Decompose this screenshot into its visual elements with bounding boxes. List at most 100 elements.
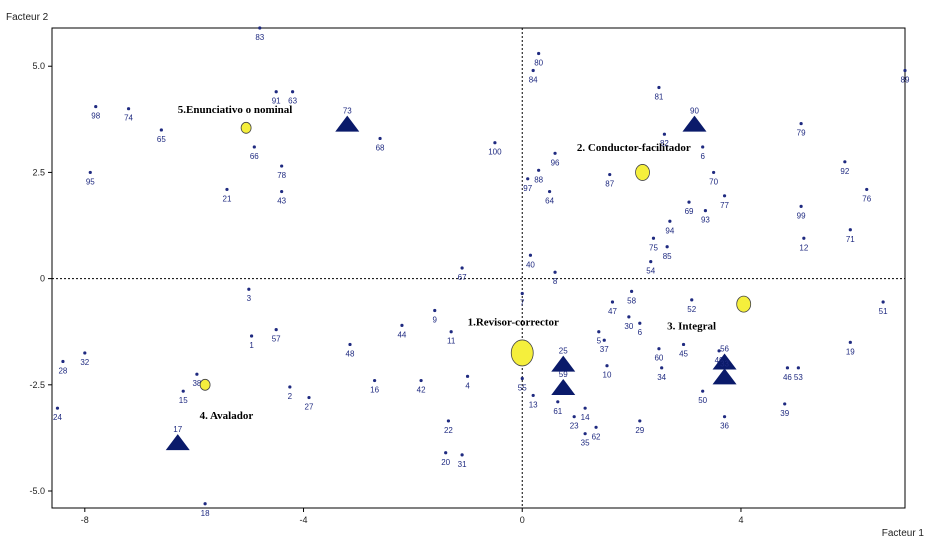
data-point — [583, 406, 587, 410]
data-point — [159, 128, 163, 132]
data-point — [668, 219, 672, 223]
data-point — [449, 330, 453, 334]
data-point — [602, 338, 606, 342]
point-label: 82 — [660, 139, 669, 148]
centroid-circle — [736, 295, 752, 313]
point-label: 83 — [255, 33, 264, 42]
point-label: 20 — [441, 458, 450, 467]
point-label: 34 — [657, 373, 666, 382]
point-label: 44 — [397, 330, 406, 339]
data-point — [594, 425, 598, 429]
data-point — [638, 419, 642, 423]
point-label: 94 — [665, 226, 674, 235]
point-label: 79 — [797, 129, 806, 138]
y-tick-label: -5.0 — [29, 486, 45, 496]
data-point — [531, 393, 535, 398]
data-point — [903, 68, 907, 73]
data-point — [55, 406, 60, 410]
point-label: 29 — [635, 426, 644, 435]
x-axis-title: Facteur 1 — [882, 528, 925, 539]
point-label: 38 — [192, 379, 201, 388]
data-point — [796, 366, 800, 370]
point-label: 88 — [534, 175, 543, 184]
triangle-label: 17 — [173, 425, 182, 434]
x-tick-label: -8 — [81, 515, 89, 525]
y-axis-ticks: 5.0 2.5 0 -2.5 -5.0 — [29, 61, 52, 496]
point-label: 46 — [783, 373, 792, 382]
point-label: 68 — [376, 143, 385, 152]
data-point — [195, 372, 199, 376]
data-point — [247, 287, 251, 291]
centroid-circle — [635, 164, 650, 181]
point-label: 62 — [592, 432, 601, 441]
data-point — [444, 451, 448, 455]
point-label: 54 — [646, 267, 655, 276]
data-point — [181, 389, 185, 393]
data-point — [608, 172, 612, 177]
point-label: 2 — [288, 392, 293, 401]
centroid-circle — [240, 121, 252, 134]
point-label: 99 — [797, 211, 806, 220]
point-label: 84 — [529, 75, 538, 84]
point-label: 63 — [288, 97, 297, 106]
data-point — [638, 321, 642, 325]
data-point — [225, 187, 229, 192]
triangle-label: 25 — [559, 347, 568, 356]
point-label: 31 — [458, 460, 467, 469]
point-label: 27 — [305, 403, 314, 412]
point-label: 7 — [520, 298, 525, 307]
point-label: 80 — [534, 58, 543, 67]
point-label: 12 — [799, 243, 808, 252]
x-tick-label: -4 — [300, 515, 308, 525]
data-point — [722, 194, 727, 198]
point-label: 28 — [58, 366, 67, 375]
data-point — [627, 315, 631, 319]
point-label: 100 — [488, 148, 502, 157]
point-label: 81 — [654, 92, 663, 101]
triangle-label: 90 — [690, 107, 699, 116]
data-point — [649, 260, 653, 264]
point-label: 42 — [417, 386, 426, 395]
data-point — [701, 389, 705, 393]
group-centroids — [199, 121, 752, 391]
point-label: 53 — [794, 373, 803, 382]
x-axis-ticks: -8 -4 0 4 — [81, 508, 743, 525]
point-label: 50 — [698, 396, 707, 405]
point-label: 24 — [53, 413, 62, 422]
data-point — [657, 347, 661, 351]
data-point — [848, 340, 852, 344]
group-label: 2. Conductor-facilitador — [577, 142, 691, 154]
y-tick-label: 2.5 — [32, 167, 45, 177]
point-label: 30 — [624, 322, 633, 331]
data-point — [290, 90, 295, 94]
data-point — [280, 189, 284, 194]
data-point — [802, 236, 806, 240]
data-point — [126, 107, 131, 111]
triangle-label: 73 — [343, 107, 352, 116]
point-label: 40 — [526, 260, 535, 269]
data-point — [400, 323, 404, 327]
point-label: 23 — [570, 422, 579, 431]
data-point — [703, 209, 708, 213]
data-point — [460, 453, 464, 457]
point-label: 61 — [553, 407, 562, 416]
data-point — [460, 266, 464, 270]
data-point — [94, 104, 98, 109]
point-label: 93 — [701, 216, 710, 225]
data-point — [274, 327, 278, 332]
data-point — [526, 177, 530, 181]
centroid-circle — [510, 339, 534, 367]
triangle-marker — [165, 434, 190, 451]
point-label: 14 — [581, 413, 590, 422]
data-point — [865, 187, 869, 192]
data-point — [252, 145, 256, 149]
point-label: 74 — [124, 114, 133, 123]
point-label: 75 — [649, 243, 658, 252]
triangle-marker — [335, 115, 360, 132]
plot-frame — [51, 27, 906, 509]
triangle-marker — [712, 353, 737, 370]
point-label: 89 — [901, 75, 910, 84]
point-label: 21 — [223, 194, 232, 203]
